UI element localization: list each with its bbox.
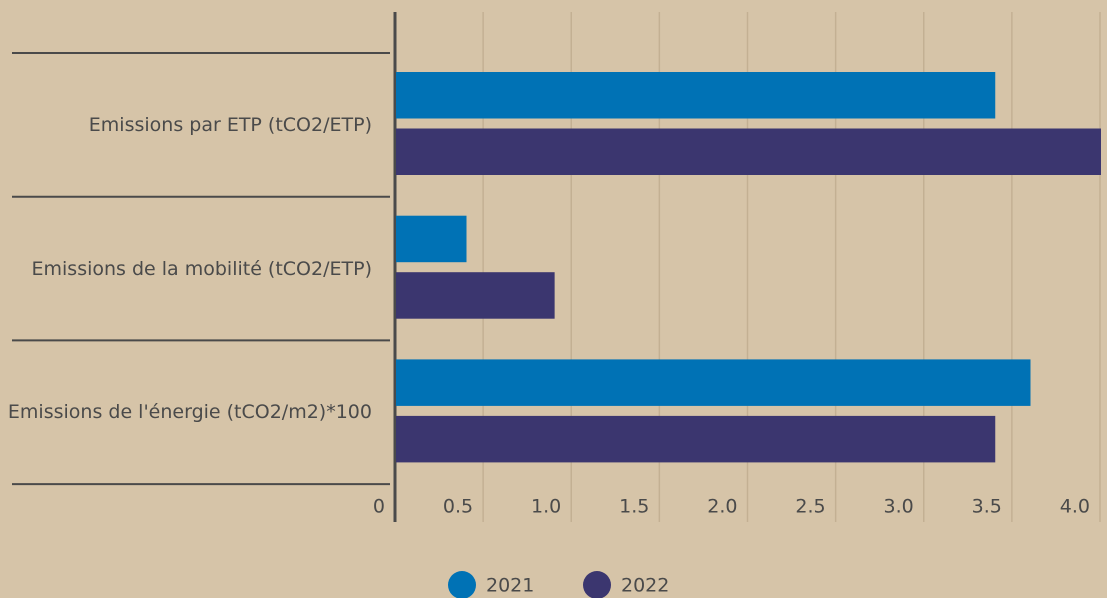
- bar: [396, 272, 555, 319]
- bar: [396, 359, 1031, 406]
- x-tick-label: 1.5: [619, 496, 649, 518]
- x-tick-label: 1.0: [531, 496, 561, 518]
- legend-marker: [583, 571, 611, 598]
- bar: [396, 72, 996, 119]
- legend-label: 2022: [621, 575, 669, 597]
- x-tick-label: 0: [373, 496, 385, 518]
- category-label: Emissions de la mobilité (tCO2/ETP): [31, 257, 373, 280]
- x-tick-label: 2.0: [707, 496, 737, 518]
- legend-label: 2021: [486, 575, 534, 597]
- legend-marker: [448, 571, 476, 598]
- x-tick-label: 3.0: [884, 496, 914, 518]
- x-tick-label: 4.0: [1060, 496, 1090, 518]
- x-tick-label: 0.5: [443, 496, 473, 518]
- bar: [396, 415, 996, 463]
- x-tick-label: 3.5: [972, 496, 1002, 518]
- bar: [396, 128, 1101, 175]
- bar: [396, 215, 467, 263]
- category-label: Emissions par ETP (tCO2/ETP): [88, 113, 372, 136]
- category-label: Emissions de l'énergie (tCO2/m2)*100: [7, 401, 372, 424]
- x-tick-label: 2.5: [795, 496, 825, 518]
